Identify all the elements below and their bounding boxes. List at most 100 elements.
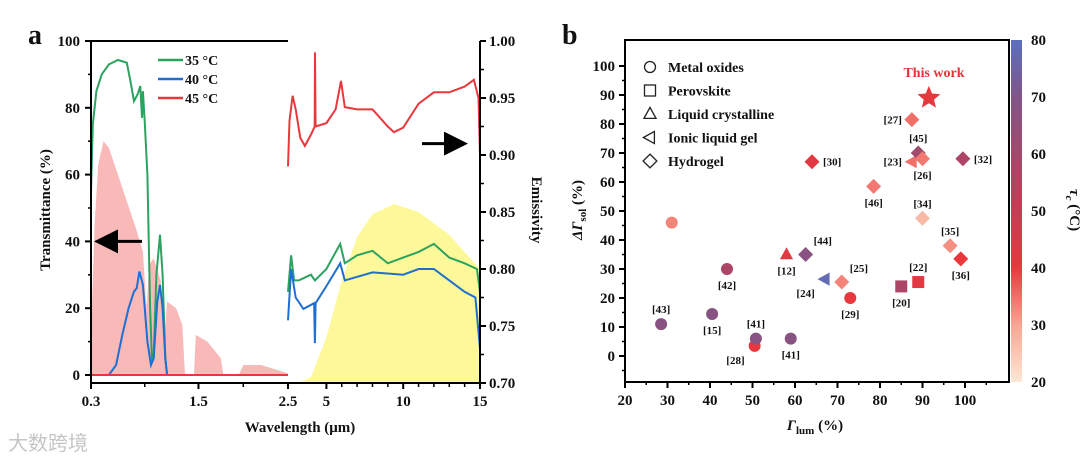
y-right-tick-label: 0.90 [489,148,515,164]
point-circle-marker [655,318,668,331]
data-point: [41] [747,319,765,345]
point-ref-label: [42] [718,280,736,292]
point-diamond-marker [904,112,920,128]
point-left-triangle-marker [817,272,830,286]
data-point: [22] [909,262,927,289]
data-point: [15] [703,307,721,337]
point-diamond-marker [942,238,958,254]
colorbar-tick-label: 80 [1031,33,1046,49]
solar-spectrum-area [91,141,289,375]
point-diamond-marker [953,251,969,267]
point-circle-marker [721,263,733,275]
point-ref-label: [41] [782,350,800,362]
point-ref-label: [41] [747,319,765,331]
data-point: [44] [798,236,832,262]
y-left-tick-label: 100 [58,34,81,50]
x-tick-label: 100 [954,393,977,409]
colorbar-tick-label: 40 [1031,261,1046,277]
point-triangle-marker [779,247,794,260]
x-axis-title: Wavelength (μm) [245,420,356,436]
x-tick-label: 1.5 [189,394,208,410]
y-right-axis-title: Emissivity [528,177,544,244]
watermark: 大数跨境 [8,431,88,455]
point-ref-label: [23] [884,157,902,169]
legend-square-icon [643,84,657,97]
data-point: [27] [884,112,920,128]
colorbar [1011,40,1022,382]
point-diamond-marker [798,247,814,262]
x-tick-label: 0.3 [82,394,101,410]
point-circle-marker [749,332,762,345]
x-tick-label: 40 [703,393,718,409]
y-right-tick-label: 0.80 [489,262,515,278]
legend-label: Hydrogel [668,155,724,170]
data-point [665,216,678,229]
legend-label: Liquid crystalline [668,108,774,123]
data-point: [32] [955,151,992,167]
point-ref-label: [34] [913,198,931,210]
point-ref-label: [26] [913,170,931,182]
colorbar-tick-label: 60 [1031,147,1046,163]
point-ref-label: [27] [884,115,902,127]
x-tick-label: 80 [873,393,888,409]
colorbar-title-main: τ [1066,189,1080,197]
legend-circle-icon [643,60,657,74]
y-axis-title-sub: sol [577,209,589,222]
data-point: [34] [913,198,932,226]
point-circle-marker [706,307,719,320]
point-ref-label: [43] [652,304,670,316]
data-point: [20] [892,280,910,309]
data-point: [26] [913,151,932,182]
point-circle-marker [844,292,857,304]
panel-label-b: b [562,20,578,51]
x-tick-label: 15 [473,394,488,410]
point-ref-label: [32] [974,154,992,166]
y-tick-label: 50 [600,204,615,220]
colorbar-title-sub: c [1063,196,1075,201]
y-tick-label: 40 [600,233,615,249]
blackbody-area [298,204,480,383]
y-tick-label: 80 [600,117,615,133]
point-circle-marker [784,332,797,345]
point-diamond-marker [955,151,971,167]
point-diamond-marker [915,210,930,226]
x-tick-label: 10 [396,394,411,410]
data-point: [35] [941,226,959,254]
legend-label-45c: 45 °C [185,92,218,107]
point-ref-label: [30] [823,157,841,169]
data-point: [23] [884,155,917,169]
y-left-tick-label: 40 [65,234,80,250]
emissivity-line-35c [287,241,481,292]
point-ref-label: [15] [703,325,721,337]
point-ref-label: [12] [777,266,795,278]
this-work-label: This work [903,66,964,81]
y-left-axis-title: Transmittance (%) [38,149,54,271]
y-left-tick-label: 20 [65,301,80,317]
point-ref-label: [44] [814,236,832,248]
data-point: [25] [834,263,868,290]
chart-a: 0 20 40 60 80 100 0.70 0.75 0.80 0.85 0.90 0.95 1.00… [38,34,544,436]
colorbar-tick-label: 50 [1031,204,1046,220]
y-left-tick-label: 80 [65,101,80,117]
legend-label-40c: 40 °C [185,73,218,88]
y-right-tick-label: 0.85 [489,205,515,221]
x-axis-title-main: Γ [786,418,797,434]
x-tick-label: 2.5 [279,394,298,410]
point-ref-label: [28] [726,355,744,367]
y-left-tick-label: 0 [73,368,81,384]
y-tick-label: 70 [600,146,615,162]
x-tick-label: 5 [323,394,331,410]
x-axis-title: Γlum (%) [786,418,843,437]
y-right-tick-label: 0.70 [489,376,515,392]
point-ref-label: [25] [850,263,868,275]
data-point: [12] [777,247,796,278]
y-axis-title: ΔΓsol (%) [570,180,589,241]
x-tick-label: 50 [745,393,760,409]
x-tick-label: 30 [660,393,675,409]
x-axis-title-sub: lum [796,425,814,437]
panel-label-a: a [28,20,42,51]
legend-label-35c: 35 °C [185,54,218,69]
y-axis-title-unit: (%) [570,180,586,209]
legend-left-triangle-icon [642,130,656,145]
